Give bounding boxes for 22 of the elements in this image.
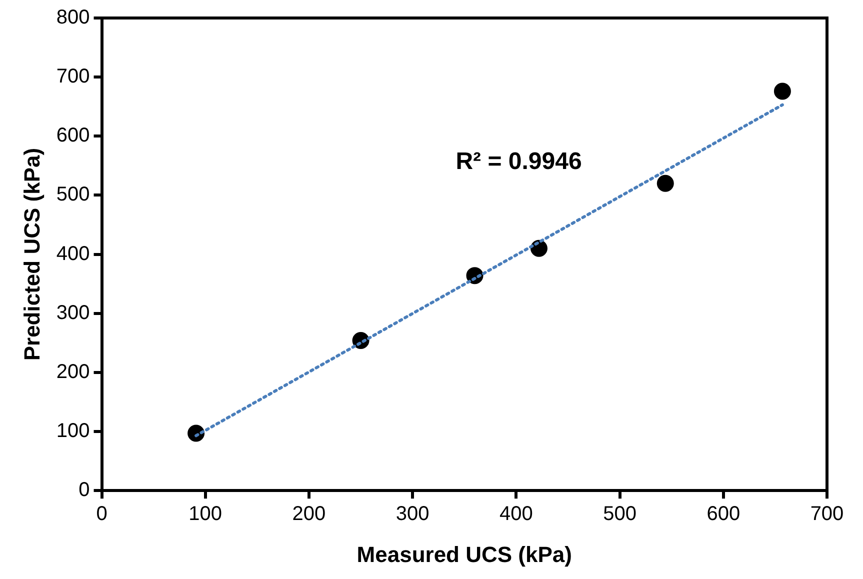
point bbox=[656, 174, 674, 192]
x-tick-label: 600 bbox=[706, 503, 740, 526]
y-tick-label: 800 bbox=[56, 6, 90, 29]
x-tick-label: 300 bbox=[396, 503, 430, 526]
y-tick-label: 700 bbox=[56, 66, 90, 88]
x-axis-title: Measured UCS (kPa) bbox=[356, 542, 572, 567]
x-tick-label: 400 bbox=[500, 503, 533, 526]
y-tick-label: 300 bbox=[56, 302, 90, 324]
y-tick-label: 600 bbox=[56, 124, 90, 147]
y-tick-label: 0 bbox=[78, 479, 90, 502]
y-axis-title: Predicted UCS (kPa) bbox=[19, 148, 44, 361]
x-tick-label: 200 bbox=[292, 503, 326, 526]
y-tick-label: 200 bbox=[56, 360, 90, 383]
x-tick-label: 100 bbox=[188, 503, 222, 526]
y-tick-label: 400 bbox=[56, 242, 90, 265]
y-tick-label: 500 bbox=[56, 184, 90, 206]
x-tick-label: 700 bbox=[810, 503, 844, 526]
y-tick-label: 100 bbox=[56, 420, 90, 442]
x-tick-label: 500 bbox=[603, 503, 636, 526]
point bbox=[774, 82, 791, 100]
annotation: R² = 0.9946 bbox=[456, 148, 582, 175]
x-tick-label: 0 bbox=[96, 503, 108, 526]
